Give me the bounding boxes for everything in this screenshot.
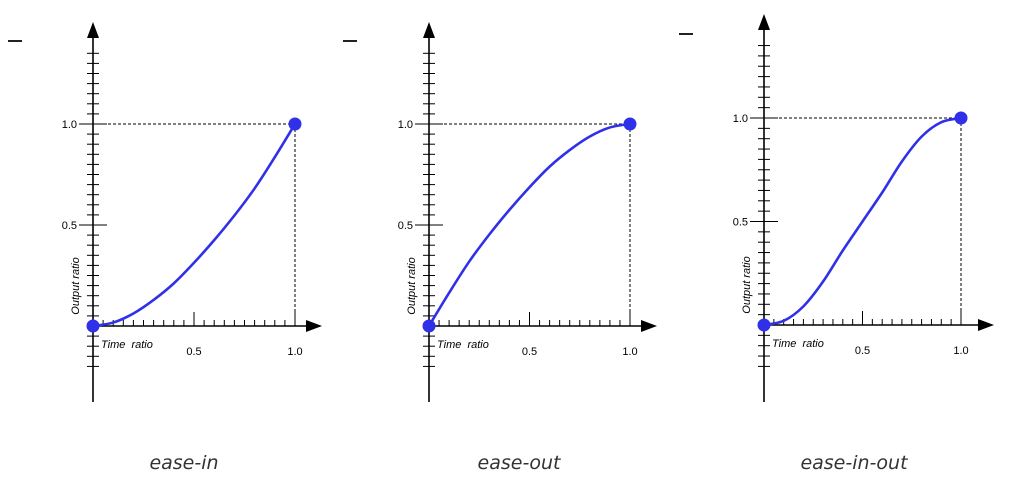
x-axis-label: Time ratio xyxy=(772,338,824,350)
caption-ease-out: ease-out xyxy=(477,452,561,474)
y-axis-arrow xyxy=(423,22,435,38)
end-point xyxy=(954,111,968,125)
start-point xyxy=(422,319,436,333)
x-tick-label: 1.0 xyxy=(287,346,302,358)
end-point xyxy=(623,117,637,131)
start-point xyxy=(86,319,100,333)
chart-panel-2: 0.5 1.0 0.5 1.0 Time ratio Output ratio xyxy=(398,22,657,402)
x-tick-label: 0.5 xyxy=(522,346,537,358)
x-axis-label: Time ratio xyxy=(437,339,489,351)
x-tick-label: 0.5 xyxy=(186,346,201,358)
chart-panel-1: 0.5 1.0 0.5 1.0 Time ratio Output ratio xyxy=(62,22,322,402)
y-tick-label: 0.5 xyxy=(733,217,748,229)
y-tick-label: 1.0 xyxy=(398,119,413,131)
x-tick-label: 0.5 xyxy=(855,345,870,357)
easing-curve xyxy=(763,116,962,327)
easing-curve xyxy=(427,122,631,327)
y-axis-label: Output ratio xyxy=(70,257,82,314)
x-tick-label: 1.0 xyxy=(953,345,968,357)
chart-panel-3: 0.5 1.0 0.5 1.0 Time ratio Output ratio xyxy=(733,14,994,402)
y-tick-label: 0.5 xyxy=(62,220,77,232)
y-tick-label: 0.5 xyxy=(398,220,413,232)
x-axis-arrow xyxy=(306,320,322,332)
y-axis-arrow xyxy=(758,14,770,30)
dash-mark xyxy=(343,40,357,42)
y-tick-label: 1.0 xyxy=(62,119,77,131)
x-axis-label: Time ratio xyxy=(101,339,153,351)
dash-mark xyxy=(679,33,693,35)
x-axis-arrow xyxy=(978,319,994,331)
start-point xyxy=(757,318,771,332)
caption-ease-in: ease-in xyxy=(149,452,219,474)
y-axis-label: Output ratio xyxy=(741,256,753,313)
dash-mark xyxy=(8,40,22,42)
easing-curve xyxy=(92,123,297,328)
end-point xyxy=(288,117,302,131)
y-axis-label: Output ratio xyxy=(406,257,418,314)
y-axis-arrow xyxy=(87,22,99,38)
y-tick-label: 1.0 xyxy=(733,113,748,125)
x-tick-label: 1.0 xyxy=(622,346,637,358)
caption-ease-in-out: ease-in-out xyxy=(800,452,908,474)
x-axis-arrow xyxy=(641,320,657,332)
